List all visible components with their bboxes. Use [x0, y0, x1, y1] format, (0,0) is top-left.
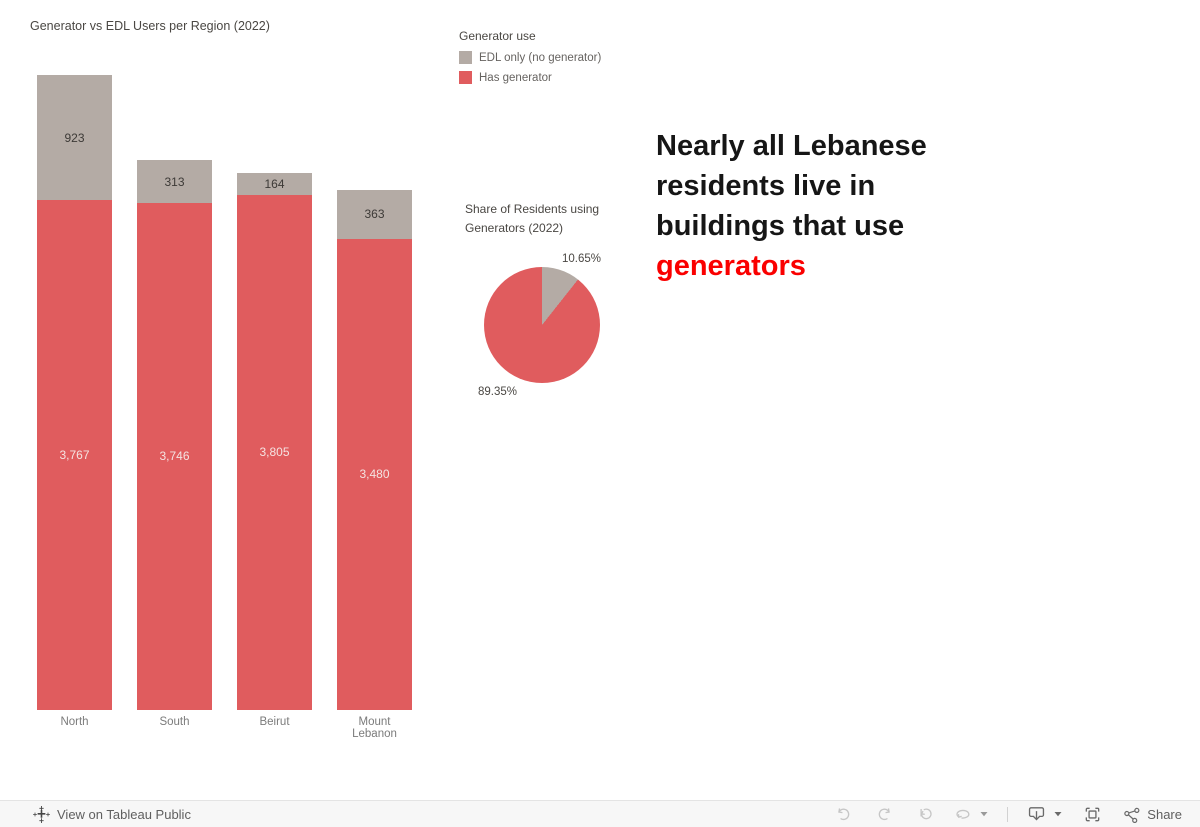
toolbar-separator: [1007, 806, 1009, 822]
fullscreen-icon[interactable]: [1083, 805, 1102, 824]
headline-highlight: generators: [656, 250, 806, 282]
bar-value-label: 313: [164, 174, 185, 189]
bar-value-label: 3,746: [159, 449, 190, 464]
bar-plot: 923 3,767 313 3,746 164 3,805 363 3,480: [37, 75, 417, 710]
bar-value-label: 363: [364, 207, 385, 222]
refresh-icon[interactable]: [953, 805, 973, 824]
axis-label-south[interactable]: South: [159, 716, 190, 728]
download-caret-down-icon[interactable]: [1053, 809, 1063, 819]
bar-north[interactable]: 923 3,767: [37, 75, 112, 710]
tableau-logo-icon: [32, 805, 51, 824]
headline-line: residents live in: [656, 170, 876, 202]
view-on-tableau-public-label: View on Tableau Public: [57, 806, 191, 822]
headline-line: buildings that use: [656, 210, 905, 242]
view-on-tableau-public-link[interactable]: View on Tableau Public: [32, 805, 191, 824]
bar-segment-has-generator[interactable]: 3,767: [37, 200, 112, 710]
undo-icon[interactable]: [834, 805, 853, 824]
legend-swatch-red: [459, 71, 472, 84]
generator-use-legend: Generator use EDL only (no generator) Ha…: [459, 29, 601, 91]
bar-segment-edl-only[interactable]: 313: [137, 160, 212, 203]
bar-segment-has-generator[interactable]: 3,805: [237, 194, 312, 710]
bar-chart-title: Generator vs EDL Users per Region (2022): [30, 19, 270, 33]
legend-item-edl-only[interactable]: EDL only (no generator): [459, 51, 601, 64]
pie[interactable]: [484, 267, 600, 383]
bar-categories: North South Beirut Mount Lebanon: [37, 716, 417, 740]
bar-segment-edl-only[interactable]: 164: [237, 172, 312, 195]
pie-slice-label-gray: 10.65%: [562, 253, 602, 265]
toolbar-actions: Share: [834, 804, 1182, 824]
bar-mount-lebanon[interactable]: 363 3,480: [337, 189, 412, 710]
replay-icon[interactable]: [916, 805, 935, 824]
axis-label-beirut[interactable]: Beirut: [259, 716, 290, 728]
bar-segment-edl-only[interactable]: 363: [337, 189, 412, 239]
legend-title: Generator use: [459, 29, 536, 43]
pie-slice-label-red: 89.35%: [478, 386, 518, 398]
redo-icon[interactable]: [875, 805, 894, 824]
pie-chart-title: Share of Residents using Generators (202…: [465, 202, 600, 235]
download-icon[interactable]: [1026, 804, 1047, 824]
share-icon[interactable]: [1122, 805, 1141, 824]
bar-value-label: 3,480: [359, 467, 390, 482]
bar-value-label: 3,767: [59, 448, 90, 462]
bar-beirut[interactable]: 164 3,805: [237, 172, 312, 710]
bar-value-label: 3,805: [259, 445, 290, 460]
axis-label-mount-lebanon[interactable]: Mount Lebanon: [352, 716, 397, 740]
bar-value-label: 923: [64, 130, 85, 145]
bar-south[interactable]: 313 3,746: [137, 160, 212, 710]
axis-label-north[interactable]: North: [60, 716, 89, 728]
legend-item-has-generator[interactable]: Has generator: [459, 71, 601, 84]
headline-line: Nearly all Lebanese: [656, 130, 927, 162]
tableau-toolbar: View on Tableau Public: [0, 800, 1200, 827]
share-label[interactable]: Share: [1147, 806, 1182, 822]
legend-swatch-gray: [459, 51, 472, 64]
bar-segment-has-generator[interactable]: 3,480: [337, 238, 412, 710]
headline-text: Nearly all Lebanese residents live in bu…: [656, 126, 976, 286]
bar-segment-edl-only[interactable]: 923: [37, 75, 112, 200]
bar-segment-has-generator[interactable]: 3,746: [137, 202, 212, 710]
bar-value-label: 164: [264, 176, 285, 191]
refresh-caret-down-icon[interactable]: [979, 809, 989, 819]
legend-label: EDL only (no generator): [479, 51, 602, 64]
legend-label: Has generator: [479, 71, 552, 84]
